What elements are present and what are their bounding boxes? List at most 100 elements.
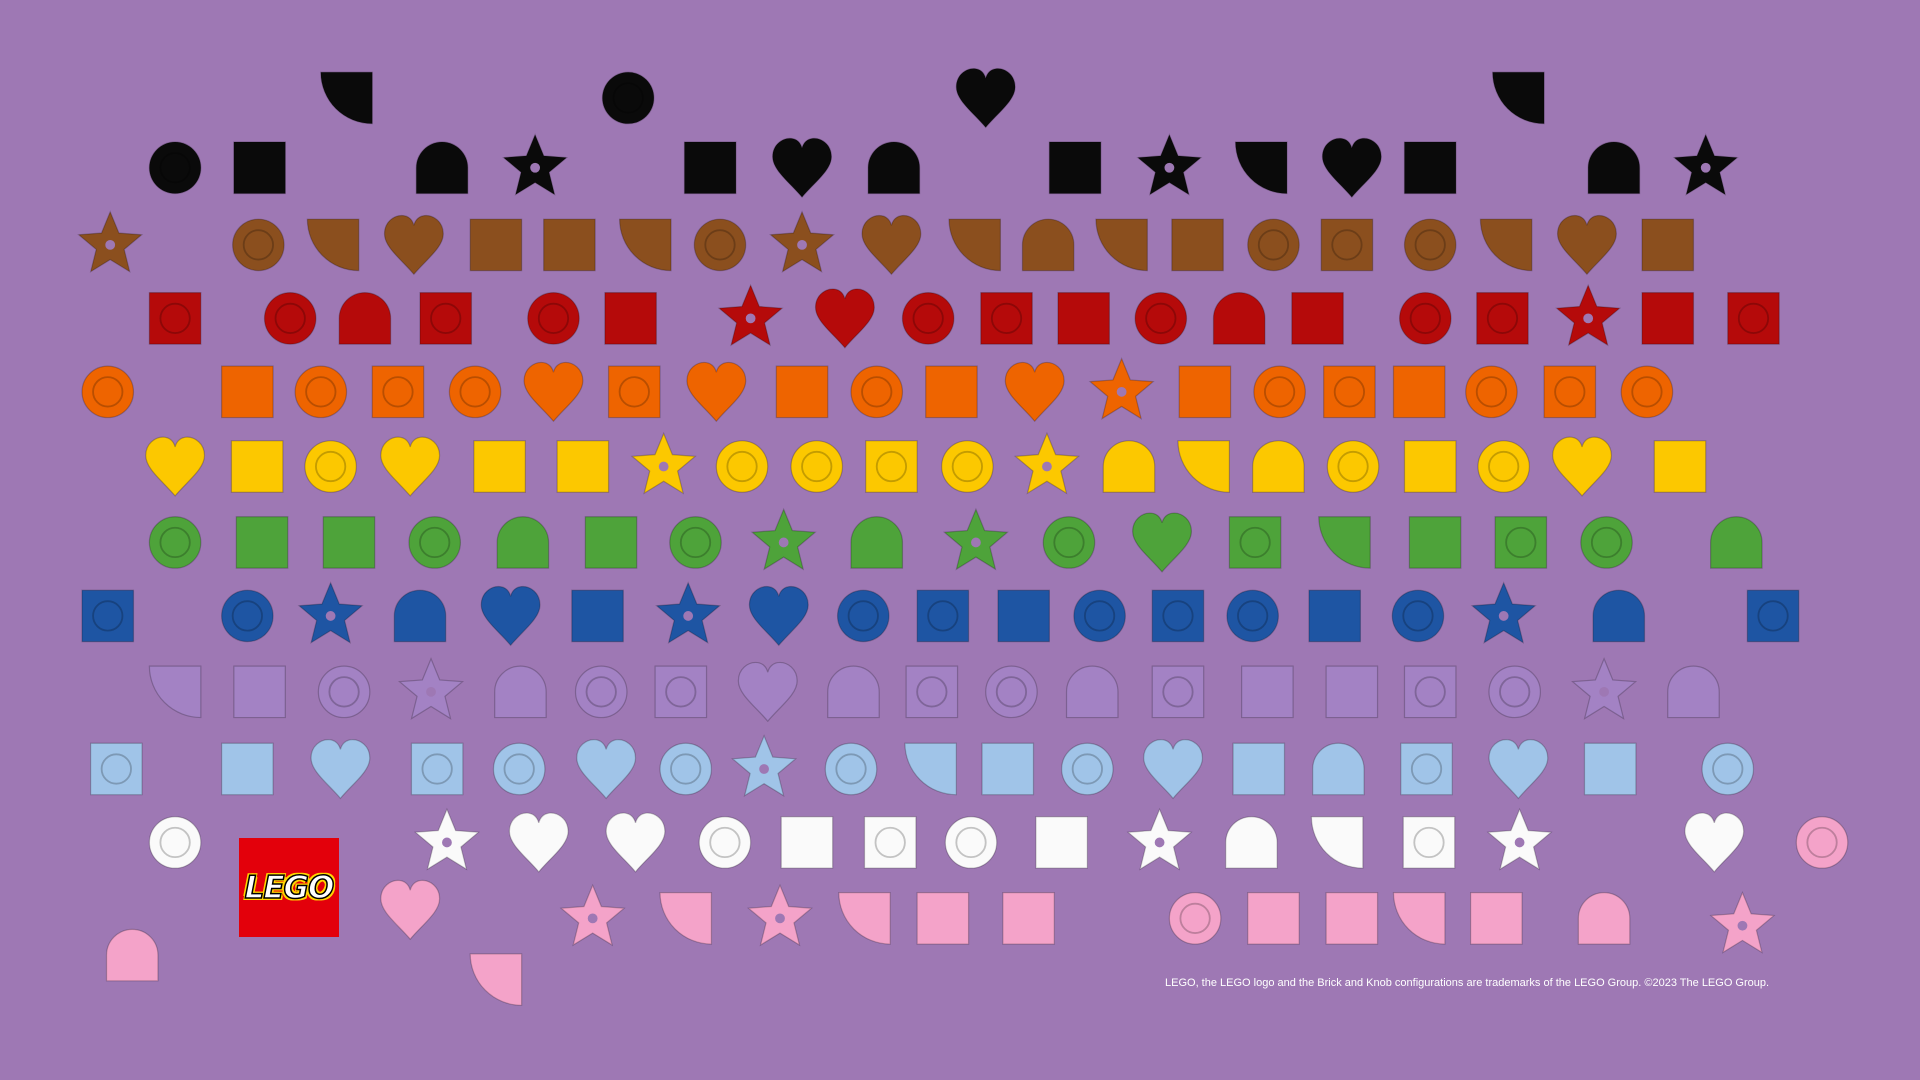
lego-piece-square [473, 440, 526, 493]
lego-piece-star [1555, 283, 1622, 347]
lego-piece-heart [737, 661, 798, 723]
lego-piece-star [502, 133, 569, 196]
lego-piece-quarter [1234, 141, 1288, 195]
lego-piece-quarter [320, 71, 373, 125]
lego-piece-round [1580, 516, 1633, 569]
lego-piece-heart [380, 879, 441, 941]
lego-piece-square [1325, 892, 1379, 945]
lego-piece-quarter [1479, 218, 1533, 272]
lego-piece-round [1253, 365, 1306, 419]
lego-piece-round [148, 516, 202, 569]
lego-piece-heart [1556, 214, 1617, 276]
lego-piece-square [1583, 742, 1637, 796]
lego-logo-text: LEGO [244, 869, 335, 907]
lego-piece-star [630, 431, 697, 495]
lego-piece-round [601, 71, 655, 125]
lego-piece-round [1701, 742, 1755, 796]
lego-piece-star [1672, 133, 1739, 196]
lego-piece-quarter [1177, 440, 1230, 493]
lego-piece-square [1727, 292, 1780, 345]
lego-piece-arch [338, 292, 392, 345]
lego-piece-heart [1143, 738, 1204, 800]
lego-piece-square [980, 292, 1033, 345]
lego-logo: LEGO [239, 838, 339, 937]
lego-piece-square [997, 589, 1050, 643]
lego-piece-quarter [948, 218, 1002, 272]
lego-piece-square [235, 516, 289, 569]
lego-piece-square [1002, 892, 1055, 945]
lego-piece-heart [576, 738, 637, 800]
lego-piece-arch [1021, 218, 1075, 272]
lego-piece-square [1241, 665, 1294, 719]
lego-piece-square [916, 892, 970, 945]
lego-piece-heart [955, 67, 1016, 129]
lego-piece-round [1247, 218, 1300, 272]
lego-piece-square [1151, 665, 1205, 719]
lego-piece-heart [383, 214, 444, 276]
lego-piece-round [1061, 742, 1114, 796]
lego-piece-square [571, 589, 624, 643]
lego-piece-heart [380, 436, 441, 497]
lego-piece-star [1136, 133, 1203, 196]
lego-piece-star [750, 507, 817, 571]
lego-piece-quarter [904, 742, 957, 796]
lego-piece-square [1151, 589, 1205, 643]
lego-piece-round [1326, 440, 1380, 493]
lego-piece-round [901, 292, 955, 345]
lego-piece-round [1042, 516, 1096, 569]
lego-piece-heart [814, 288, 875, 349]
lego-piece-quarter [306, 218, 360, 272]
lego-piece-square [607, 365, 661, 419]
lego-piece-round [448, 365, 502, 419]
lego-piece-square [1392, 365, 1446, 419]
lego-piece-square [1641, 292, 1695, 345]
lego-piece-square [1400, 742, 1453, 796]
lego-piece-star [942, 507, 1009, 571]
lego-piece-heart [523, 361, 584, 423]
lego-piece-heart [145, 436, 206, 497]
lego-piece-square [1402, 816, 1456, 869]
lego-piece-square [81, 589, 135, 643]
lego-piece-round [1795, 816, 1849, 869]
lego-piece-heart [1321, 137, 1382, 199]
lego-piece-round [294, 365, 348, 419]
lego-piece-quarter [469, 953, 523, 1006]
lego-piece-round [1465, 365, 1518, 419]
lego-piece-heart [1132, 512, 1193, 573]
lego-piece-round [408, 516, 462, 569]
lego-piece-heart [1004, 361, 1065, 423]
lego-piece-arch [1102, 440, 1156, 493]
lego-piece-quarter [1318, 516, 1371, 569]
lego-piece-square [221, 742, 274, 796]
lego-piece-star [297, 581, 364, 644]
lego-piece-square [1494, 516, 1548, 569]
lego-piece-square [419, 292, 473, 345]
lego-piece-heart [1488, 738, 1549, 800]
lego-piece-quarter [838, 892, 891, 945]
lego-piece-square [1178, 365, 1232, 419]
lego-piece-arch [1592, 589, 1646, 643]
lego-piece-round [850, 365, 904, 419]
lego-piece-square [1543, 365, 1597, 419]
lego-piece-square [90, 742, 143, 796]
lego-piece-heart [1684, 812, 1745, 873]
lego-piece-round [317, 665, 371, 719]
lego-piece-arch [393, 589, 447, 643]
lego-piece-star [1709, 891, 1776, 954]
lego-piece-round [527, 292, 580, 345]
lego-piece-square [1320, 218, 1374, 272]
lego-piece-square [1476, 292, 1529, 345]
lego-piece-round [698, 816, 752, 869]
lego-piece-square [981, 742, 1035, 796]
lego-piece-square [1403, 440, 1457, 493]
lego-piece-arch [1065, 665, 1119, 719]
lego-piece-arch [105, 928, 159, 982]
lego-piece-square [1048, 141, 1102, 195]
lego-piece-quarter [148, 665, 202, 719]
lego-piece-square [916, 589, 970, 643]
lego-piece-square [230, 440, 284, 493]
lego-piece-star [1571, 657, 1638, 720]
lego-piece-star [1013, 431, 1080, 495]
lego-piece-square [604, 292, 657, 345]
